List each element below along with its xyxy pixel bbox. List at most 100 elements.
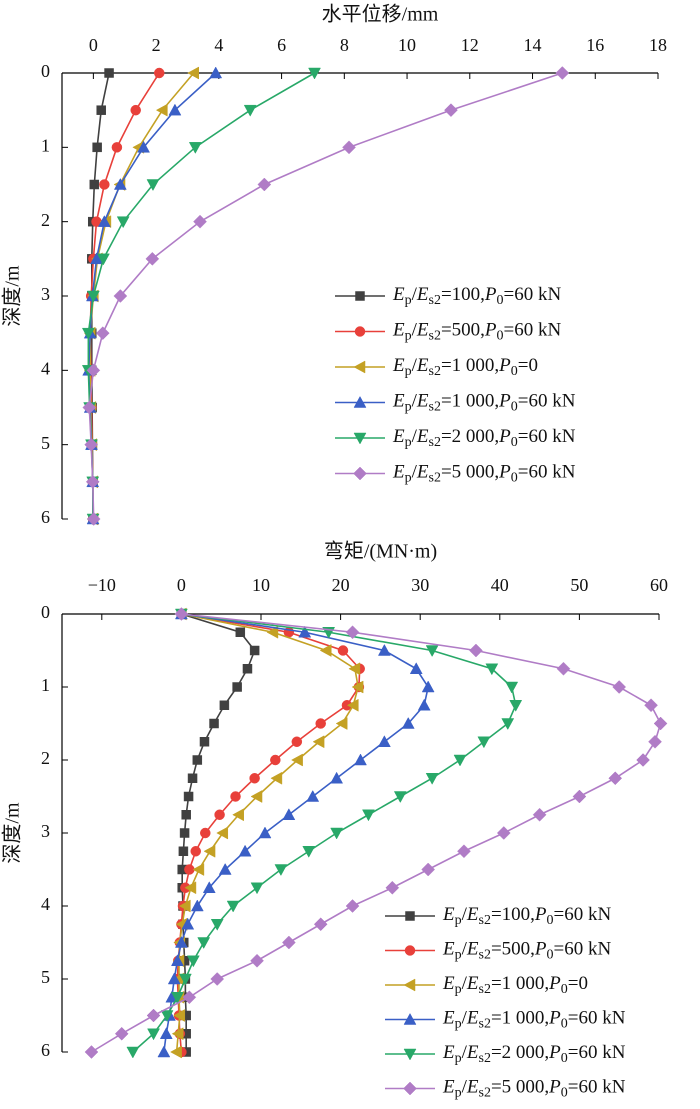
marker [243, 104, 257, 117]
marker [556, 661, 571, 676]
marker [97, 215, 111, 227]
marker [362, 809, 375, 822]
marker [509, 700, 523, 712]
marker [238, 844, 252, 857]
legend-marker [405, 911, 415, 921]
marker [168, 103, 182, 116]
y-axis-title: 深度/m [1, 802, 24, 864]
x-tick-label: 12 [461, 35, 479, 55]
marker [342, 140, 356, 155]
marker [178, 899, 191, 913]
marker [81, 327, 95, 340]
y-tick-label: 5 [41, 967, 50, 987]
y-tick-label: 0 [41, 602, 50, 622]
marker [182, 990, 197, 1005]
marker [250, 790, 263, 803]
marker [636, 753, 650, 767]
marker [85, 474, 100, 489]
legend-marker [355, 291, 365, 301]
marker [210, 919, 224, 931]
marker [209, 66, 223, 79]
marker [99, 179, 110, 190]
marker [173, 1009, 186, 1022]
legend-label: Ep/Es2=1 000,P0=0 [442, 973, 588, 997]
marker [532, 807, 547, 822]
marker [145, 251, 160, 266]
marker [351, 680, 364, 694]
marker [116, 216, 130, 229]
marker [644, 698, 658, 713]
marker [270, 754, 281, 766]
marker [330, 771, 344, 784]
x-tick-label: 0 [177, 575, 186, 595]
marker [137, 140, 150, 153]
marker [218, 862, 232, 875]
x-tick-label: 10 [252, 575, 270, 595]
marker [496, 826, 511, 840]
marker [232, 808, 244, 822]
marker [219, 700, 230, 710]
marker [216, 826, 229, 840]
y-tick-label: 4 [41, 894, 50, 914]
x-tick-label: 8 [340, 35, 349, 55]
marker [282, 935, 296, 950]
marker [648, 734, 662, 749]
x-tick-label: 20 [332, 575, 350, 595]
marker [114, 1026, 129, 1041]
marker [282, 808, 296, 820]
marker [249, 773, 260, 784]
legend-label: Ep/Es2=1 000,P0=0 [392, 355, 538, 379]
marker [111, 142, 123, 153]
marker [572, 789, 587, 804]
legend-label: Ep/Es2=2 000,P0=60 kN [392, 426, 576, 450]
marker [203, 844, 216, 858]
marker [126, 1046, 140, 1059]
marker [174, 935, 188, 948]
y-tick-label: 5 [41, 433, 50, 453]
marker [313, 917, 328, 932]
marker [266, 625, 279, 639]
marker [230, 791, 241, 802]
legend-label: Ep/Es2=500,P0=60 kN [442, 939, 611, 963]
marker [425, 645, 439, 658]
x-tick-label: 60 [650, 575, 668, 595]
legend-label: Ep/Es2=5 000,P0=60 kN [442, 1077, 626, 1101]
y-tick-label: 0 [41, 61, 50, 81]
marker [170, 954, 184, 966]
marker [174, 607, 189, 621]
marker [653, 716, 668, 731]
marker [183, 791, 194, 802]
legend-marker [403, 978, 416, 992]
y-tick-label: 1 [41, 675, 50, 695]
legend-label: Ep/Es2=1 000,P0=60 kN [442, 1008, 626, 1032]
y-tick-label: 2 [41, 210, 50, 230]
marker [82, 400, 97, 415]
marker [146, 1008, 161, 1023]
x-tick-label: 50 [570, 575, 588, 595]
marker [130, 104, 141, 116]
marker [84, 1045, 99, 1059]
marker [330, 827, 344, 840]
marker [84, 437, 99, 452]
marker [86, 363, 101, 378]
marker [153, 67, 165, 79]
marker [312, 735, 325, 749]
marker [335, 717, 348, 730]
marker [197, 937, 211, 950]
y-tick-label: 1 [41, 135, 50, 155]
marker [421, 862, 436, 877]
marker [477, 736, 491, 749]
x-tick-label: 16 [586, 35, 604, 55]
marker [249, 645, 260, 656]
marker [409, 662, 423, 674]
legend-marker [404, 945, 416, 956]
marker [192, 755, 203, 765]
marker [86, 512, 101, 526]
marker [377, 643, 391, 656]
marker [209, 718, 219, 729]
marker [187, 773, 198, 783]
y-tick-label: 3 [41, 284, 50, 304]
series-line [87, 72, 217, 520]
x-axis-title: 水平位移/mm [322, 3, 439, 26]
